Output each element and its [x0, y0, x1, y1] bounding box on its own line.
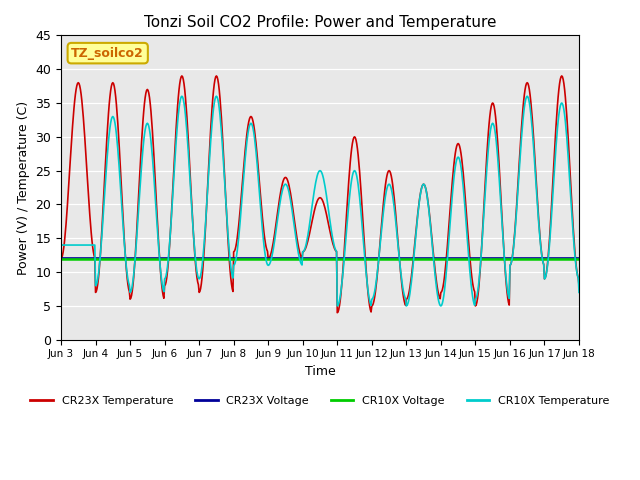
- Line: CR10X Temperature: CR10X Temperature: [61, 96, 579, 306]
- CR23X Voltage: [312, 255, 319, 261]
- CR23X Voltage: [193, 255, 201, 261]
- CR10X Voltage: [527, 256, 535, 262]
- CR23X Voltage: [171, 255, 179, 261]
- Text: TZ_soilco2: TZ_soilco2: [72, 47, 144, 60]
- CR10X Temperature: [333, 303, 341, 309]
- CR10X Temperature: [312, 176, 320, 182]
- CR10X Temperature: [57, 242, 65, 248]
- CR23X Voltage: [413, 255, 421, 261]
- Y-axis label: Power (V) / Temperature (C): Power (V) / Temperature (C): [17, 100, 30, 275]
- CR23X Voltage: [57, 255, 65, 261]
- CR10X Temperature: [364, 283, 371, 289]
- CR23X Temperature: [171, 151, 179, 156]
- CR10X Temperature: [415, 205, 422, 211]
- CR23X Temperature: [415, 204, 422, 210]
- CR23X Voltage: [362, 255, 370, 261]
- Title: Tonzi Soil CO2 Profile: Power and Temperature: Tonzi Soil CO2 Profile: Power and Temper…: [144, 15, 496, 30]
- CR10X Voltage: [193, 256, 201, 262]
- CR23X Voltage: [527, 255, 535, 261]
- Legend: CR23X Temperature, CR23X Voltage, CR10X Voltage, CR10X Temperature: CR23X Temperature, CR23X Voltage, CR10X …: [26, 391, 614, 410]
- CR23X Temperature: [194, 279, 202, 285]
- Line: CR23X Temperature: CR23X Temperature: [61, 76, 579, 312]
- CR10X Temperature: [178, 93, 186, 99]
- CR10X Temperature: [171, 161, 179, 167]
- CR23X Temperature: [57, 256, 65, 262]
- CR23X Temperature: [364, 284, 371, 290]
- CR23X Temperature: [575, 283, 583, 288]
- CR23X Voltage: [575, 255, 583, 261]
- X-axis label: Time: Time: [305, 365, 335, 378]
- CR10X Temperature: [194, 273, 202, 278]
- CR10X Temperature: [529, 136, 537, 142]
- CR10X Voltage: [57, 256, 65, 262]
- CR10X Voltage: [171, 256, 179, 262]
- CR23X Temperature: [333, 310, 341, 315]
- CR23X Temperature: [529, 125, 537, 131]
- CR10X Temperature: [575, 289, 583, 295]
- CR23X Temperature: [178, 73, 186, 79]
- CR10X Voltage: [362, 256, 370, 262]
- CR10X Voltage: [312, 256, 319, 262]
- CR23X Temperature: [312, 201, 320, 206]
- CR10X Voltage: [413, 256, 421, 262]
- CR10X Voltage: [575, 256, 583, 262]
